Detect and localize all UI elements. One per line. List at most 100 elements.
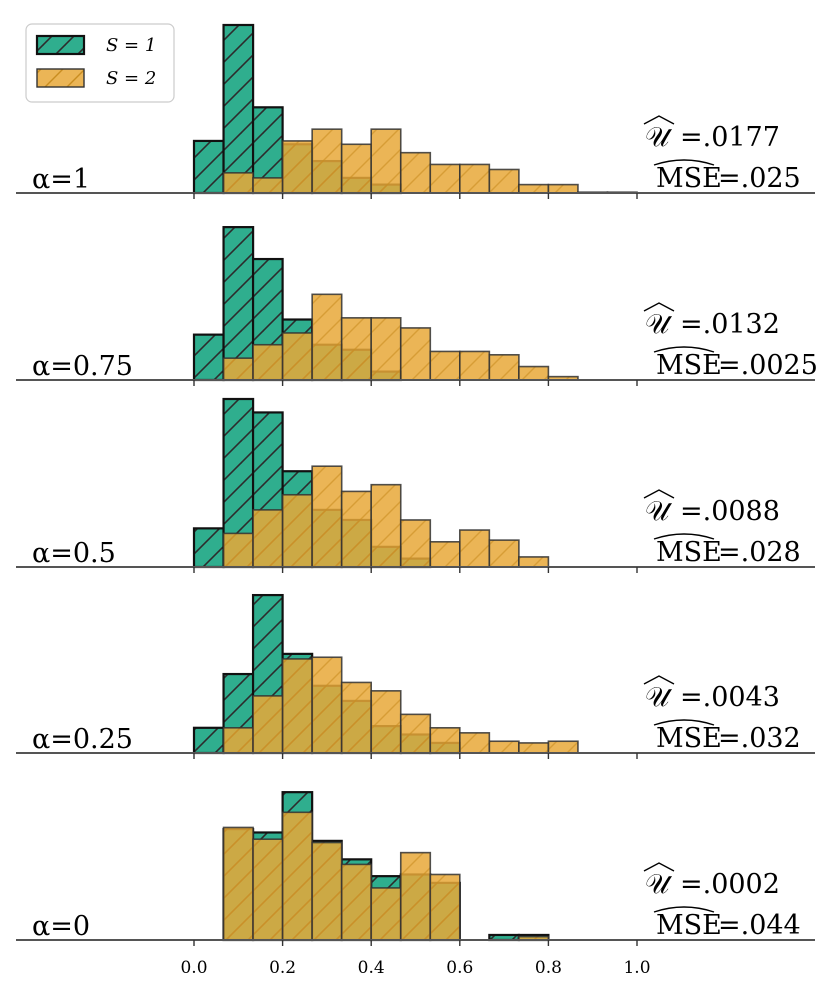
bar-s2-edge bbox=[281, 493, 313, 568]
x-tick-label: 1.0 bbox=[623, 958, 650, 978]
bar-s2-edge bbox=[340, 143, 372, 194]
mse-value: =.032 bbox=[718, 723, 801, 754]
bar-s1-edge bbox=[192, 527, 225, 569]
mse-value: =.0025 bbox=[718, 350, 818, 381]
panel-2: α=0.5 𝒰 =.0088 MSE=.028 bbox=[16, 397, 815, 573]
bar-s2-edge bbox=[222, 826, 254, 941]
bar-s2-edge bbox=[429, 540, 461, 568]
hat-icon bbox=[643, 675, 675, 685]
u-symbol: 𝒰 bbox=[645, 309, 673, 340]
widehat-icon bbox=[653, 533, 715, 540]
mse-symbol: MSE bbox=[656, 350, 722, 381]
legend-label-s2: S = 2 bbox=[106, 68, 156, 89]
panel-0: α=1 𝒰 =.0177 MSE=.025 bbox=[16, 23, 815, 199]
bar-s2-edge bbox=[311, 128, 343, 194]
u-value: =.0088 bbox=[680, 496, 780, 527]
bar-s2-edge bbox=[488, 539, 520, 568]
bar-s2-edge bbox=[458, 529, 491, 568]
bar-s2-edge bbox=[458, 732, 491, 754]
bar-s2-edge bbox=[547, 740, 579, 754]
bar-s2-edge bbox=[281, 658, 313, 754]
u-value: =.0002 bbox=[680, 869, 780, 900]
bar-s2-edge bbox=[222, 172, 254, 194]
bar-s2-edge bbox=[547, 183, 579, 194]
widehat-icon bbox=[653, 346, 715, 353]
legend-swatch-edge bbox=[36, 68, 85, 88]
bar-s2-edge bbox=[370, 483, 402, 568]
panel-4: α=0 𝒰 =.0002 MSE=.044 bbox=[16, 791, 815, 946]
bar-s2-edge bbox=[252, 509, 284, 568]
x-tick-label: 0.4 bbox=[358, 958, 385, 978]
bar-s2-edge bbox=[222, 726, 254, 754]
u-symbol: 𝒰 bbox=[645, 122, 673, 153]
bar-s2-edge bbox=[429, 163, 461, 194]
panel-3: α=0.25 𝒰 =.0043 MSE=.032 bbox=[16, 593, 815, 759]
bar-s2-edge bbox=[518, 365, 550, 381]
hat-icon bbox=[643, 115, 675, 125]
u-symbol: 𝒰 bbox=[645, 682, 673, 713]
bar-s2-edge bbox=[222, 532, 254, 568]
bar-s1-edge bbox=[192, 726, 225, 755]
panel-1: α=0.75 𝒰 =.0132 MSE=.0025 bbox=[16, 226, 818, 386]
x-tick-label: 0.6 bbox=[446, 958, 473, 978]
mse-symbol: MSE bbox=[656, 163, 722, 194]
bar-s2-edge bbox=[370, 128, 402, 194]
bar-s2-edge bbox=[399, 713, 432, 754]
bar-s2-edge bbox=[252, 695, 284, 754]
bar-s2-edge bbox=[311, 841, 343, 941]
u-value: =.0177 bbox=[680, 122, 780, 153]
bar-s2-edge bbox=[518, 556, 550, 568]
bar-s2-edge bbox=[281, 811, 313, 941]
bar-s2-edge bbox=[488, 168, 520, 194]
legend: S = 1 S = 2 bbox=[25, 23, 175, 103]
bar-s1-edge bbox=[222, 226, 255, 382]
bar-s2-edge bbox=[370, 317, 402, 381]
hat-icon bbox=[643, 489, 675, 499]
u-metric: 𝒰 =.0043 bbox=[643, 675, 780, 713]
mse-symbol: MSE bbox=[656, 723, 722, 754]
bar-s2-edge bbox=[488, 740, 520, 754]
bar-s2-edge bbox=[370, 887, 402, 941]
mse-symbol: MSE bbox=[656, 537, 722, 568]
mse-value: =.025 bbox=[718, 163, 801, 194]
bar-s2-edge bbox=[488, 353, 520, 381]
u-value: =.0132 bbox=[680, 309, 780, 340]
u-metric: 𝒰 =.0132 bbox=[643, 302, 780, 340]
u-metric: 𝒰 =.0177 bbox=[643, 115, 780, 153]
alpha-label: α=0 bbox=[32, 911, 90, 942]
widehat-icon bbox=[653, 159, 715, 166]
x-axis: 0.0 0.2 0.4 0.6 0.8 1.0 bbox=[180, 958, 650, 978]
bar-s2-edge bbox=[340, 681, 372, 754]
widehat-icon bbox=[653, 906, 715, 913]
u-metric: 𝒰 =.0002 bbox=[643, 862, 780, 900]
bar-s2-edge bbox=[281, 140, 313, 194]
bar-s2-edge bbox=[429, 726, 461, 754]
mse-metric: MSE=.044 bbox=[653, 906, 801, 941]
mse-symbol: MSE bbox=[656, 910, 722, 941]
bar-s2-edge bbox=[311, 293, 343, 381]
u-value: =.0043 bbox=[680, 682, 780, 713]
bar-s2-edge bbox=[252, 343, 284, 381]
bar-s1-edge bbox=[192, 333, 225, 382]
mse-metric: MSE=.025 bbox=[653, 159, 801, 194]
mse-metric: MSE=.032 bbox=[653, 719, 801, 754]
bar-s1-edge bbox=[222, 23, 255, 195]
mse-value: =.044 bbox=[718, 910, 801, 941]
bar-s2-edge bbox=[458, 350, 491, 381]
bar-s2-edge bbox=[399, 851, 432, 941]
mse-metric: MSE=.028 bbox=[653, 533, 801, 568]
u-symbol: 𝒰 bbox=[645, 496, 673, 527]
bar-s2-edge bbox=[518, 742, 550, 754]
bar-s2-edge bbox=[252, 838, 284, 941]
x-tick-label: 0.8 bbox=[535, 958, 562, 978]
widehat-icon bbox=[653, 719, 715, 726]
bar-s2-edge bbox=[518, 183, 550, 194]
legend-swatch-edge bbox=[35, 34, 86, 56]
hat-icon bbox=[643, 302, 675, 312]
bar-s2-edge bbox=[399, 519, 432, 568]
alpha-label: α=0.75 bbox=[32, 351, 133, 382]
bar-s2-edge bbox=[252, 177, 284, 194]
u-symbol: 𝒰 bbox=[645, 869, 673, 900]
